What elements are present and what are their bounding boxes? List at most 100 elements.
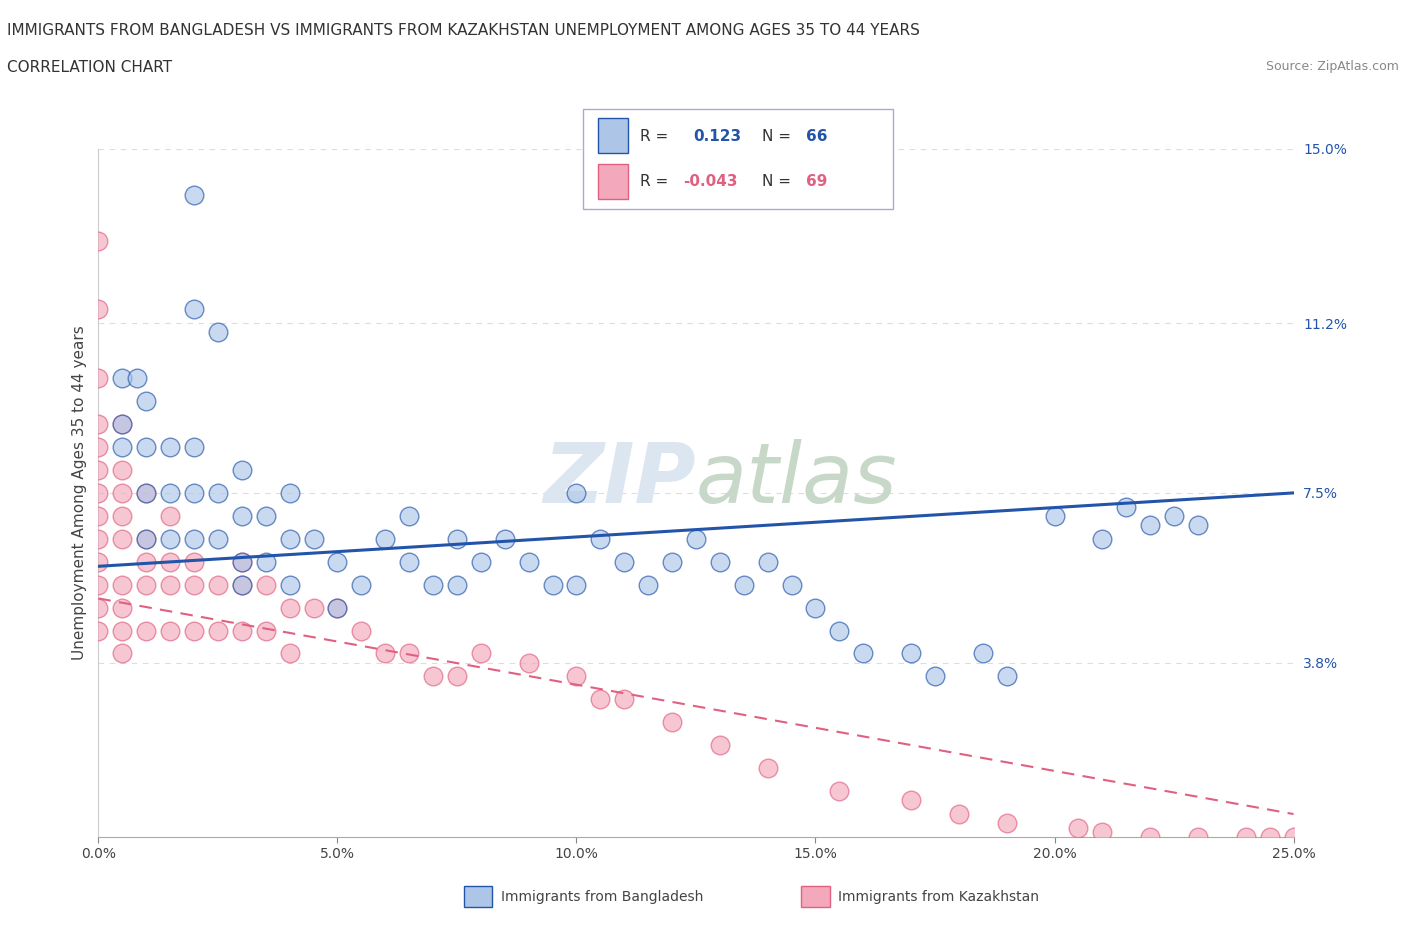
Point xyxy=(278,600,301,615)
Text: R =: R = xyxy=(640,174,668,189)
Text: atlas: atlas xyxy=(696,439,897,520)
Point xyxy=(565,485,588,500)
Point xyxy=(254,623,277,638)
Point xyxy=(183,187,205,202)
Point xyxy=(111,578,134,592)
Point xyxy=(87,600,110,615)
Point xyxy=(87,440,110,455)
Point xyxy=(1091,825,1114,840)
Point xyxy=(1187,830,1209,844)
Point xyxy=(87,417,110,432)
Point xyxy=(231,462,253,477)
Point xyxy=(326,600,349,615)
Point xyxy=(111,462,134,477)
Point xyxy=(111,646,134,661)
Point xyxy=(374,646,396,661)
Point xyxy=(135,440,157,455)
Point xyxy=(111,371,134,386)
Point xyxy=(709,737,731,752)
Point xyxy=(613,554,636,569)
Point xyxy=(231,509,253,524)
Point xyxy=(231,554,253,569)
Point xyxy=(326,554,349,569)
Point xyxy=(125,371,148,386)
Point xyxy=(111,509,134,524)
Point xyxy=(111,531,134,546)
Text: CORRELATION CHART: CORRELATION CHART xyxy=(7,60,172,75)
Point xyxy=(159,531,181,546)
Point xyxy=(1163,509,1185,524)
Point xyxy=(135,485,157,500)
Point xyxy=(972,646,994,661)
Point xyxy=(517,554,540,569)
Point xyxy=(207,485,229,500)
Point xyxy=(1139,830,1161,844)
Point xyxy=(565,578,588,592)
Point xyxy=(756,761,779,776)
Point xyxy=(87,623,110,638)
Point xyxy=(87,531,110,546)
Point xyxy=(446,531,468,546)
Point xyxy=(924,669,946,684)
Point xyxy=(995,669,1018,684)
Point xyxy=(159,554,181,569)
Point xyxy=(661,715,683,730)
Point xyxy=(374,531,396,546)
Point xyxy=(278,578,301,592)
Text: N =: N = xyxy=(762,129,792,144)
Point xyxy=(1139,518,1161,533)
Point xyxy=(183,578,205,592)
Point xyxy=(1091,531,1114,546)
Text: IMMIGRANTS FROM BANGLADESH VS IMMIGRANTS FROM KAZAKHSTAN UNEMPLOYMENT AMONG AGES: IMMIGRANTS FROM BANGLADESH VS IMMIGRANTS… xyxy=(7,23,920,38)
Point xyxy=(565,669,588,684)
Point xyxy=(183,485,205,500)
Point xyxy=(398,646,420,661)
Point xyxy=(1067,820,1090,835)
Y-axis label: Unemployment Among Ages 35 to 44 years: Unemployment Among Ages 35 to 44 years xyxy=(72,326,87,660)
Point xyxy=(183,531,205,546)
Point xyxy=(87,554,110,569)
Point xyxy=(589,531,612,546)
Point xyxy=(589,692,612,707)
Point xyxy=(733,578,755,592)
Point xyxy=(183,623,205,638)
Point xyxy=(87,233,110,248)
Point xyxy=(350,623,373,638)
Point xyxy=(302,600,325,615)
Point xyxy=(254,554,277,569)
Point xyxy=(111,600,134,615)
Point xyxy=(1043,509,1066,524)
Point xyxy=(159,623,181,638)
Point xyxy=(135,531,157,546)
Point xyxy=(302,531,325,546)
Point xyxy=(685,531,707,546)
Point xyxy=(780,578,803,592)
Point xyxy=(111,417,134,432)
Point xyxy=(87,485,110,500)
Text: ZIP: ZIP xyxy=(543,439,696,520)
Point xyxy=(828,784,851,799)
Point xyxy=(135,531,157,546)
Point xyxy=(87,578,110,592)
Point xyxy=(422,669,444,684)
Point xyxy=(804,600,827,615)
Point xyxy=(278,485,301,500)
Point xyxy=(900,646,922,661)
Point xyxy=(900,793,922,808)
Point xyxy=(517,656,540,671)
Point xyxy=(207,578,229,592)
Point xyxy=(948,806,970,821)
Point xyxy=(1258,830,1281,844)
Point xyxy=(756,554,779,569)
Point xyxy=(398,509,420,524)
Text: -0.043: -0.043 xyxy=(683,174,738,189)
Point xyxy=(254,509,277,524)
Text: Immigrants from Kazakhstan: Immigrants from Kazakhstan xyxy=(838,889,1039,904)
Point xyxy=(87,462,110,477)
Point xyxy=(446,578,468,592)
Text: Immigrants from Bangladesh: Immigrants from Bangladesh xyxy=(501,889,703,904)
Point xyxy=(111,417,134,432)
Point xyxy=(207,531,229,546)
Point xyxy=(828,623,851,638)
Text: 69: 69 xyxy=(806,174,827,189)
